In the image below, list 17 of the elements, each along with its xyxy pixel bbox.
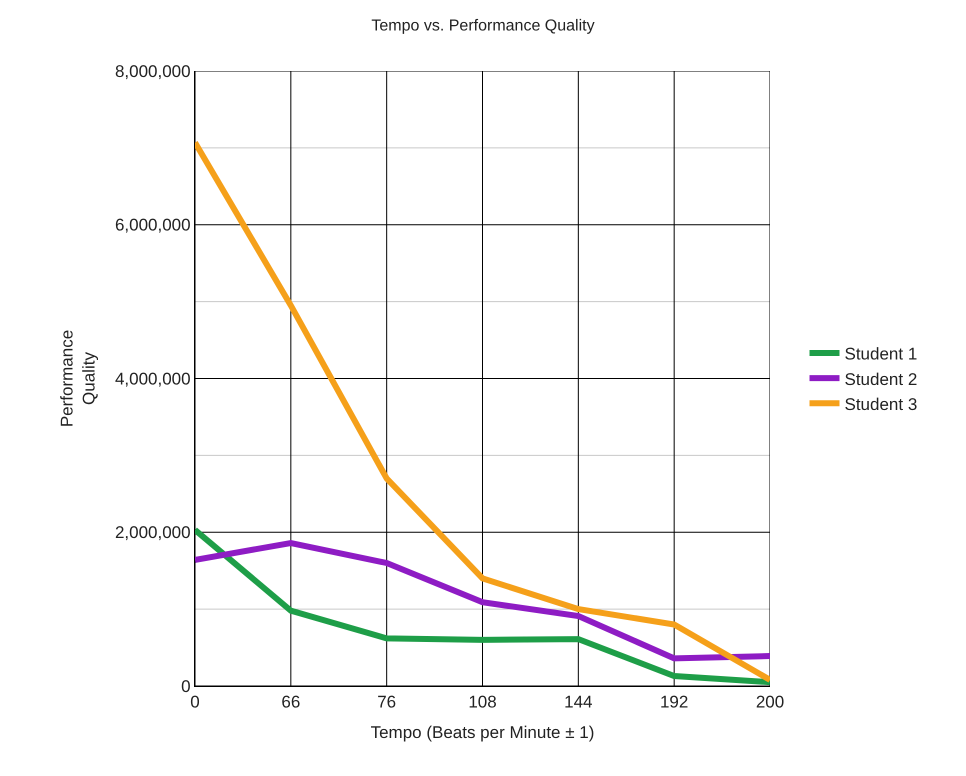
x-tick-label: 200 <box>756 692 784 712</box>
y-tick-label: 6,000,000 <box>114 216 191 235</box>
x-tick-label: 144 <box>564 692 593 712</box>
y-axis-title: Performance Quality <box>57 330 99 428</box>
x-tick-label: 66 <box>281 692 300 712</box>
x-tick-label: 192 <box>660 692 688 712</box>
x-tick-label: 76 <box>377 692 396 712</box>
legend-label: Student 3 <box>844 394 918 414</box>
y-tick-label: 4,000,000 <box>114 369 191 388</box>
y-tick-label: 2,000,000 <box>114 523 191 542</box>
y-tick-label: 0 <box>181 676 191 696</box>
chart-title: Tempo vs. Performance Quality <box>371 18 595 35</box>
legend-label: Student 2 <box>844 370 918 389</box>
x-axis-title: Tempo (Beats per Minute ± 1) <box>370 722 594 742</box>
x-tick-label: 108 <box>468 692 497 712</box>
y-tick-label: 8,000,000 <box>114 62 191 81</box>
legend-label: Student 1 <box>844 344 918 364</box>
